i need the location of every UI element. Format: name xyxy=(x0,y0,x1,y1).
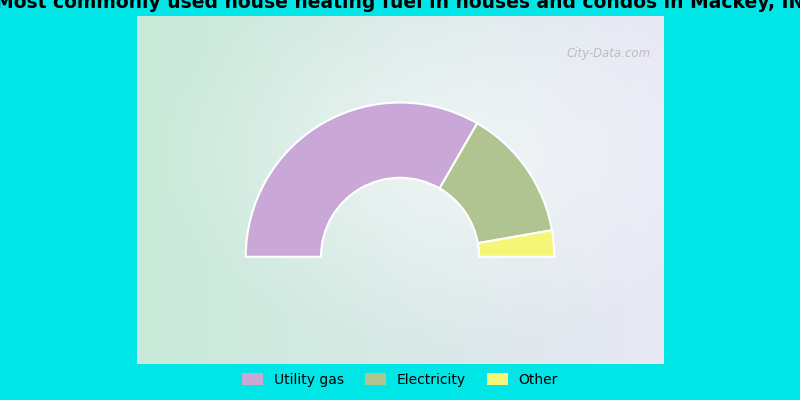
Wedge shape xyxy=(439,123,552,243)
Wedge shape xyxy=(478,230,554,257)
Wedge shape xyxy=(246,102,478,257)
Text: City-Data.com: City-Data.com xyxy=(566,47,650,60)
Legend: Utility gas, Electricity, Other: Utility gas, Electricity, Other xyxy=(237,368,563,392)
Title: Most commonly used house heating fuel in houses and condos in Mackey, IN: Most commonly used house heating fuel in… xyxy=(0,0,800,12)
